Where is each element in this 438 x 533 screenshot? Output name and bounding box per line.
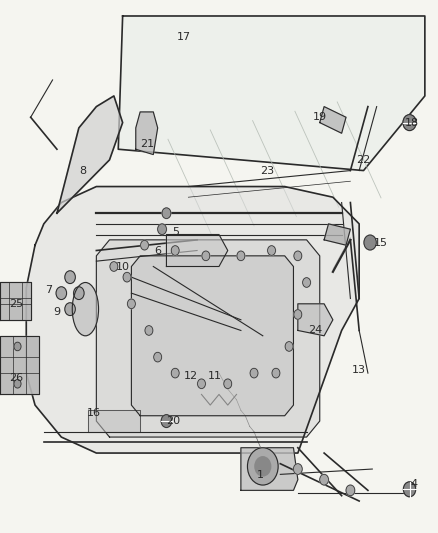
Circle shape (403, 482, 416, 497)
Circle shape (123, 272, 131, 282)
Circle shape (320, 474, 328, 485)
Circle shape (161, 415, 172, 427)
Ellipse shape (72, 282, 99, 336)
Text: 4: 4 (410, 479, 417, 489)
Text: 17: 17 (177, 33, 191, 42)
Polygon shape (118, 16, 425, 171)
Polygon shape (298, 304, 333, 336)
Text: 26: 26 (10, 374, 24, 383)
Circle shape (346, 485, 355, 496)
Text: 22: 22 (357, 155, 371, 165)
Polygon shape (166, 235, 228, 266)
Text: 1: 1 (257, 471, 264, 480)
Circle shape (162, 208, 171, 219)
Text: 24: 24 (308, 326, 322, 335)
Polygon shape (0, 336, 39, 394)
Polygon shape (241, 448, 298, 490)
Circle shape (268, 246, 276, 255)
Polygon shape (131, 256, 293, 416)
Text: 15: 15 (374, 238, 388, 247)
Text: 23: 23 (260, 166, 274, 175)
Polygon shape (324, 224, 350, 245)
Text: 7: 7 (45, 286, 52, 295)
Circle shape (14, 342, 21, 351)
Circle shape (237, 251, 245, 261)
Text: 5: 5 (172, 227, 179, 237)
Polygon shape (57, 96, 123, 213)
Text: 9: 9 (53, 307, 60, 317)
Text: 16: 16 (87, 408, 101, 418)
Circle shape (14, 379, 21, 388)
Polygon shape (320, 107, 346, 133)
Circle shape (198, 379, 205, 389)
Text: 20: 20 (166, 416, 180, 426)
Circle shape (145, 326, 153, 335)
Circle shape (294, 310, 302, 319)
Text: 10: 10 (116, 262, 130, 271)
Circle shape (250, 368, 258, 378)
Circle shape (303, 278, 311, 287)
Circle shape (171, 246, 179, 255)
Circle shape (294, 251, 302, 261)
Text: 21: 21 (140, 139, 154, 149)
Polygon shape (136, 112, 158, 155)
Circle shape (202, 251, 210, 261)
Polygon shape (0, 282, 31, 320)
Text: 11: 11 (208, 371, 222, 381)
Circle shape (247, 448, 278, 485)
Circle shape (293, 464, 302, 474)
Circle shape (285, 342, 293, 351)
Circle shape (110, 262, 118, 271)
Circle shape (65, 303, 75, 316)
Circle shape (255, 457, 271, 476)
Text: 8: 8 (80, 166, 87, 175)
Polygon shape (26, 187, 359, 453)
Text: 6: 6 (154, 246, 161, 255)
Text: 18: 18 (405, 118, 419, 127)
Circle shape (171, 368, 179, 378)
Text: 25: 25 (10, 299, 24, 309)
Circle shape (403, 115, 416, 131)
Text: 13: 13 (352, 366, 366, 375)
Circle shape (65, 271, 75, 284)
Circle shape (364, 235, 376, 250)
Circle shape (56, 287, 67, 300)
Polygon shape (96, 240, 320, 437)
Circle shape (154, 352, 162, 362)
Circle shape (141, 240, 148, 250)
Polygon shape (88, 410, 140, 432)
Circle shape (158, 224, 166, 235)
Circle shape (272, 368, 280, 378)
Circle shape (224, 379, 232, 389)
Text: 19: 19 (313, 112, 327, 122)
Text: 12: 12 (184, 371, 198, 381)
Circle shape (74, 287, 84, 300)
Circle shape (127, 299, 135, 309)
